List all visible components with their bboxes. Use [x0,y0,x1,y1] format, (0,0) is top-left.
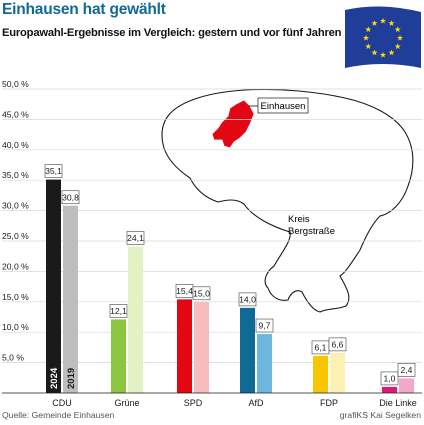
flag-star [396,34,404,41]
bar [257,334,272,393]
y-tick-label: 35,0 % [2,170,29,180]
value-label-box [380,371,399,386]
y-tick-label: 50,0 % [2,79,29,89]
source-note: Quelle: Gemeinde Einhausen [2,410,115,420]
district-label-line2: Bergstraße [288,226,335,237]
district-label-line1: Kreis [288,214,310,225]
category-label: CDU [52,398,72,408]
value-label: 15,4 [176,286,193,296]
town-label-box [257,97,309,114]
chart-subtitle: Europawahl-Ergebnisse im Vergleich: gest… [2,27,342,39]
bar [330,352,345,393]
bar [313,355,328,393]
category-label: FDP [320,398,338,408]
value-label: 6,1 [315,343,327,353]
district-outline [161,88,414,313]
bar [111,319,126,393]
category-label: AfD [248,398,264,408]
value-label: 24,1 [127,233,144,243]
value-labels: 35,1 2024 30,8 2019 12,1 24,1 15,4 15,0 14,0 9,7 6… [44,164,416,389]
flag-star [371,49,378,56]
flag-star [365,26,372,33]
value-label: 6,6 [332,339,344,349]
bar [177,299,192,393]
bar [46,179,61,393]
value-label-box [126,231,145,245]
bar [399,378,414,393]
y-tick-label: 10,0 % [2,322,29,332]
category-label: SPD [184,398,203,408]
flag-star [362,34,370,41]
category-label: Grüne [114,398,139,408]
flag-star [394,43,401,50]
value-label-box [397,363,416,377]
value-label: 12,1 [110,306,127,316]
value-label-box [192,286,211,301]
bar [128,246,143,393]
flag-star [379,17,387,24]
y-tick-label: 25,0 % [2,231,29,241]
bar [194,301,209,393]
district-map: Einhausen Kreis Bergstraße [161,88,414,313]
y-axis-ticks: 5,0 % 10,0 % 15,0 % 20,0 % 25,0 % 30,0 % 35,0 … [2,79,29,363]
credit-note: grafiKS Kai Segelken [339,410,421,420]
value-label: 1,0 [384,374,396,384]
value-label: 15,0 [193,288,210,298]
y-tick-label: 30,0 % [2,201,29,211]
value-label-box [238,292,257,307]
flag-star [371,20,378,26]
eu-flag-icon [345,6,421,69]
y-tick-label: 40,0 % [2,140,29,150]
flag-star [388,20,395,26]
y-tick-label: 20,0 % [2,261,29,271]
y-tick-label: 5,0 % [2,353,24,363]
y-tick-label: 45,0 % [2,109,29,119]
value-label: 35,1 [45,166,62,176]
value-label-box [44,164,63,178]
bar [240,307,255,393]
flag-star [365,43,372,50]
year-label: 2019 [66,368,77,389]
y-tick-label: 15,0 % [2,292,29,302]
year-label: 2024 [49,367,60,389]
value-label-box [328,337,347,352]
flag-star [388,49,395,56]
category-label: Die Linke [379,398,417,408]
bars [46,179,414,393]
bar [382,386,397,393]
chart-title: Einhausen hat gewählt [2,1,166,18]
value-label: 2,4 [401,365,413,375]
category-labels: CDU Grüne SPD AfD FDP Die Linke [52,398,417,408]
value-label: 14,0 [239,294,256,304]
town-label: Einhausen [261,101,306,112]
value-label-box [255,318,274,333]
value-label: 9,7 [259,321,271,331]
einhausen-area [211,99,255,149]
flag-star [394,26,401,33]
flag-star [379,51,387,58]
value-label-box [61,190,80,205]
value-label-box [109,304,128,318]
bar-texture [63,205,78,393]
value-label: 30,8 [62,192,79,202]
